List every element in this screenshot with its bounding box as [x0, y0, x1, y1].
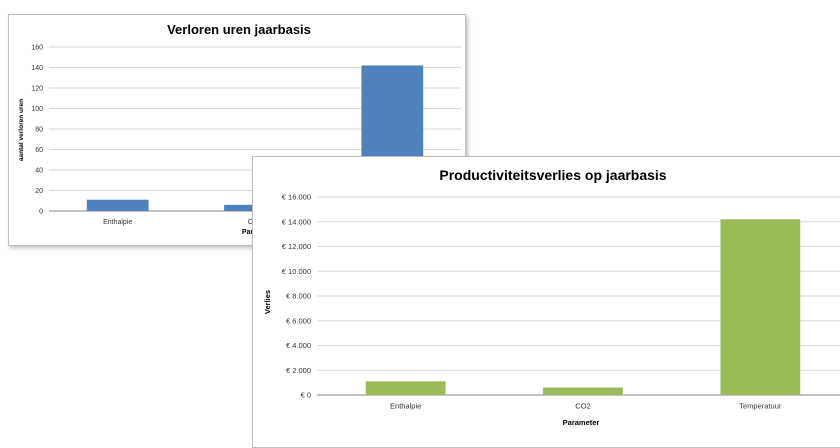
y-tick-label: € 10.000 — [282, 267, 311, 276]
y-tick-label: 120 — [31, 85, 43, 92]
y-tick-label: € 6.000 — [286, 316, 311, 325]
bar-enthalpie — [86, 199, 149, 211]
bar-temperatuur — [720, 219, 801, 395]
x-tick-label: Enthalpie — [103, 219, 132, 226]
x-tick-label: CO2 — [575, 402, 590, 411]
chart-title: Productiviteitsverlies op jaarbasis — [439, 167, 666, 183]
bar-co2 — [543, 387, 623, 395]
y-tick-label: € 16.000 — [282, 193, 311, 202]
y-tick-label: 60 — [35, 147, 43, 154]
y-tick-label: 80 — [35, 126, 43, 133]
y-tick-label: € 14.000 — [282, 217, 311, 226]
y-tick-label: € 0 — [301, 391, 311, 400]
y-tick-label: € 2.000 — [286, 366, 311, 375]
chart-productiviteitsverlies: Productiviteitsverlies op jaarbasis € 0 €… — [263, 167, 840, 427]
y-tick-label: € 4.000 — [286, 341, 311, 350]
y-tick-label: 140 — [31, 65, 43, 72]
y-tick-label: 160 — [31, 44, 43, 51]
chart-title: Verloren uren jaarbasis — [167, 22, 311, 37]
y-tick-label: € 12.000 — [282, 242, 311, 251]
y-axis-title: Verlies — [263, 290, 272, 314]
bar-enthalpie — [365, 381, 446, 395]
y-axis-title: aantal verloren uren — [18, 99, 25, 161]
x-tick-label: Temperatuur — [739, 402, 782, 411]
y-tick-label: 0 — [39, 208, 43, 215]
chart-panel-productiviteitsverlies: Productiviteitsverlies op jaarbasis € 0 €… — [252, 156, 840, 448]
x-axis-title: Parameter — [563, 418, 600, 427]
x-tick-label: Enthalpie — [390, 402, 421, 411]
y-tick-label: 40 — [35, 167, 43, 174]
y-tick-label: 20 — [35, 188, 43, 195]
y-tick-label: 100 — [31, 106, 43, 113]
y-tick-label: € 8.000 — [286, 292, 311, 301]
